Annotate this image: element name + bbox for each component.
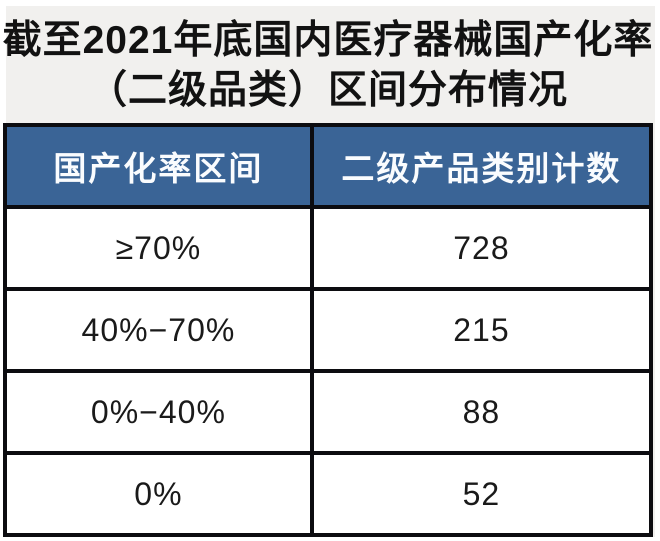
cell-category-count: 52 [309, 451, 654, 537]
table-row: ≥70% 728 [3, 205, 654, 291]
cell-rate-range: 40%−70% [3, 287, 314, 373]
cell-rate-range: 0%−40% [3, 369, 314, 455]
table-row: 0% 52 [3, 451, 654, 537]
col-header-secondary-category-count: 二级产品类别计数 [309, 123, 654, 209]
distribution-table: 国产化率区间 二级产品类别计数 ≥70% 728 40%−70% 215 0%−… [3, 123, 654, 537]
table-row: 40%−70% 215 [3, 287, 654, 373]
table-header-row: 国产化率区间 二级产品类别计数 [3, 123, 654, 209]
table-row: 0%−40% 88 [3, 369, 654, 455]
cell-rate-range: 0% [3, 451, 314, 537]
page-title: 截至2021年底国内医疗器械国产化率 （二级品类）区间分布情况 [0, 16, 656, 116]
title-line-2: （二级品类）区间分布情况 [87, 69, 568, 112]
cell-rate-range: ≥70% [3, 205, 314, 291]
title-line-1: 截至2021年底国内医疗器械国产化率 [2, 19, 654, 62]
col-header-localization-rate-range: 国产化率区间 [3, 123, 314, 209]
cell-category-count: 88 [309, 369, 654, 455]
cell-category-count: 728 [309, 205, 654, 291]
cell-category-count: 215 [309, 287, 654, 373]
